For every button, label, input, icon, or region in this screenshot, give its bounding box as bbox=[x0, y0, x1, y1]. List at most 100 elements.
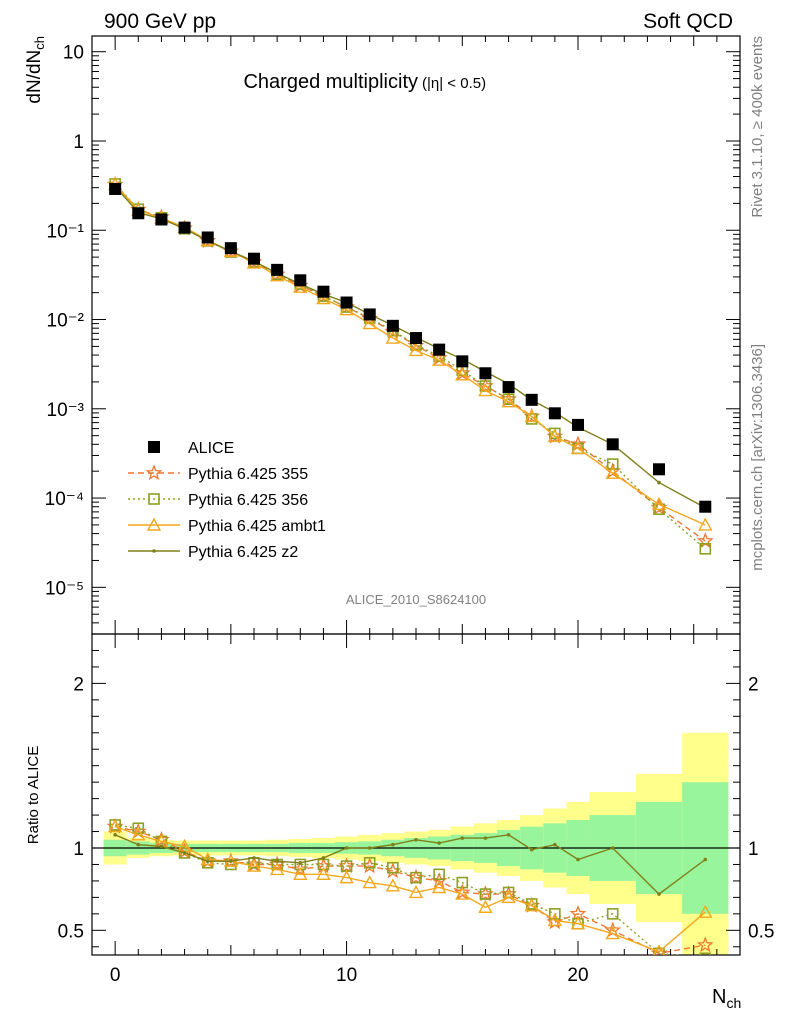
x-axis-label: Nch bbox=[712, 986, 741, 1011]
data-point bbox=[576, 857, 580, 862]
data-point bbox=[269, 861, 285, 876]
data-point bbox=[698, 517, 713, 531]
legend-label: Pythia 6.425 ambt1 bbox=[188, 518, 326, 535]
data-point bbox=[431, 352, 447, 366]
data-point bbox=[479, 367, 492, 380]
y-axis-label-main: dN/dNch bbox=[24, 36, 47, 104]
data-point bbox=[524, 898, 539, 912]
data-point bbox=[610, 846, 615, 850]
data-point bbox=[478, 899, 493, 913]
y-tick-label-right: 2 bbox=[748, 674, 759, 695]
data-point bbox=[703, 857, 708, 862]
data-point bbox=[205, 859, 210, 863]
data-point bbox=[182, 851, 187, 855]
data-point bbox=[339, 870, 354, 884]
data-point bbox=[109, 182, 122, 195]
legend-label: Pythia 6.425 355 bbox=[188, 466, 308, 483]
data-point bbox=[433, 343, 446, 356]
data-point bbox=[293, 866, 308, 881]
data-point bbox=[298, 861, 303, 865]
data-point bbox=[605, 465, 620, 479]
data-point bbox=[155, 213, 168, 226]
data-point bbox=[699, 952, 712, 955]
data-point bbox=[606, 438, 619, 451]
y-tick-label: 2 bbox=[73, 674, 84, 695]
data-point bbox=[363, 308, 376, 321]
data-point bbox=[362, 875, 377, 889]
data-point bbox=[148, 493, 160, 505]
data-point bbox=[271, 263, 284, 276]
data-point bbox=[414, 837, 418, 842]
data-point bbox=[433, 868, 445, 881]
data-point bbox=[502, 381, 515, 394]
data-point bbox=[293, 279, 308, 293]
data-point bbox=[131, 827, 146, 841]
plot-title-suffix: (|η| < 0.5) bbox=[422, 75, 486, 92]
rivet-label: Rivet 3.1.10, ≥ 400k events bbox=[749, 36, 766, 218]
data-point bbox=[385, 878, 401, 892]
data-point bbox=[483, 836, 488, 840]
data-point bbox=[605, 926, 620, 940]
data-point bbox=[657, 480, 661, 485]
data-point bbox=[145, 464, 163, 481]
x-tick-label: 10 bbox=[336, 965, 357, 986]
data-point bbox=[178, 847, 191, 859]
data-point bbox=[316, 866, 331, 881]
data-point bbox=[246, 858, 262, 872]
data-point bbox=[387, 861, 399, 874]
data-point bbox=[152, 549, 156, 553]
y-tick-label: 0.5 bbox=[58, 921, 84, 942]
legend-entry: Pythia 6.425 z2 bbox=[128, 544, 298, 561]
data-point bbox=[657, 892, 661, 896]
data-point bbox=[178, 221, 191, 234]
y-axis-label-ratio: Ratio to ALICE bbox=[25, 746, 42, 844]
legend-entry: Pythia 6.425 356 bbox=[128, 492, 308, 509]
data-point bbox=[547, 428, 563, 443]
data-point bbox=[501, 394, 516, 408]
data-point bbox=[224, 242, 237, 255]
data-point bbox=[453, 883, 471, 900]
axes: 0 10 20 10 1 10⁻¹ 10⁻² 10⁻³ 10⁻⁴ 10⁻⁵ 0.5 0.5 1 1 2 2 bbox=[45, 35, 774, 986]
data-point bbox=[653, 947, 665, 955]
category-label: Soft QCD bbox=[643, 10, 733, 33]
legend-entry: Pythia 6.425 ambt1 bbox=[128, 517, 326, 535]
data-point bbox=[524, 409, 539, 423]
series-alice bbox=[109, 182, 712, 513]
data-point bbox=[479, 888, 492, 900]
x-tick-label: 0 bbox=[110, 965, 121, 986]
data-point bbox=[316, 291, 331, 305]
series-layer bbox=[106, 175, 714, 955]
data-point bbox=[132, 207, 145, 220]
data-point bbox=[344, 846, 349, 850]
data-point bbox=[408, 343, 424, 357]
data-point bbox=[478, 383, 493, 397]
y-tick-label-right: 1 bbox=[748, 839, 759, 860]
data-point bbox=[529, 847, 534, 852]
data-point bbox=[455, 367, 470, 381]
data-point bbox=[339, 302, 354, 316]
data-point bbox=[569, 435, 587, 452]
data-point bbox=[460, 836, 465, 840]
mcplots-label: mcplots.cern.ch [arXiv:1306.3436] bbox=[749, 344, 766, 571]
data-point bbox=[431, 880, 447, 894]
data-point bbox=[525, 393, 538, 406]
data-point bbox=[113, 833, 117, 837]
data-point bbox=[456, 355, 469, 368]
data-point bbox=[107, 819, 123, 833]
legend-label: Pythia 6.425 356 bbox=[188, 492, 308, 509]
data-point bbox=[549, 908, 561, 920]
data-point bbox=[653, 944, 665, 955]
legend-entry: ALICE bbox=[148, 440, 234, 457]
x-tick-label: 20 bbox=[567, 965, 588, 986]
data-point bbox=[159, 844, 164, 849]
y-tick-label-right: 0.5 bbox=[748, 921, 774, 942]
data-point bbox=[570, 440, 586, 455]
data-point bbox=[547, 912, 563, 927]
data-point bbox=[410, 332, 422, 345]
data-point bbox=[146, 517, 162, 531]
energy-label: 900 GeV pp bbox=[104, 10, 216, 33]
data-point bbox=[570, 916, 586, 930]
legend-entry: Pythia 6.425 355 bbox=[128, 464, 308, 483]
data-point bbox=[651, 496, 667, 511]
data-point bbox=[548, 407, 561, 420]
